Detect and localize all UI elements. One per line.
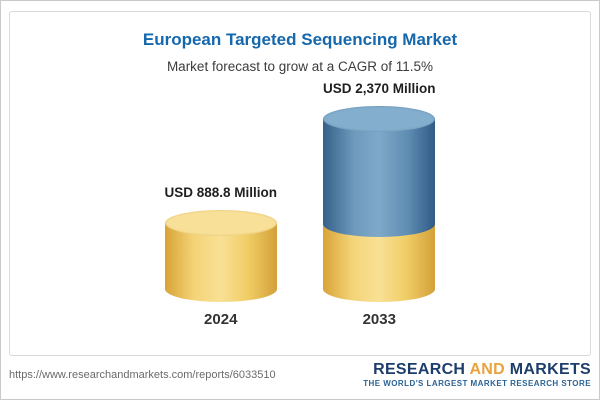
cylinder-2033-growth-segment	[323, 119, 436, 237]
cylinder-2033-top	[323, 106, 436, 132]
logo-word-markets: MARKETS	[509, 360, 591, 378]
cylinder-2024-top	[164, 210, 277, 236]
logo-word-and: AND	[469, 360, 506, 378]
chart-card: European Targeted Sequencing Market Mark…	[9, 11, 591, 356]
logo-word-research: RESEARCH	[373, 360, 466, 378]
category-label-2033: 2033	[362, 311, 396, 328]
logo-tagline: THE WORLD'S LARGEST MARKET RESEARCH STOR…	[363, 379, 591, 389]
cylinder-2024-body	[164, 223, 277, 302]
value-label-2033: USD 2,370 Million	[323, 81, 436, 96]
cylinder-2033	[323, 106, 436, 302]
logo-wordmark: RESEARCH AND MARKETS	[363, 361, 591, 379]
report-url-link[interactable]: https://www.researchandmarkets.com/repor…	[9, 369, 276, 381]
page-subtitle: Market forecast to grow at a CAGR of 11.…	[166, 59, 434, 74]
page-title: European Targeted Sequencing Market	[142, 30, 458, 49]
cylinder-2024	[164, 210, 277, 302]
bar-2024: USD 888.8 Million 2024	[164, 185, 277, 332]
footer: https://www.researchandmarkets.com/repor…	[9, 355, 591, 395]
research-and-markets-logo: RESEARCH AND MARKETS THE WORLD'S LARGEST…	[363, 361, 591, 389]
cylinder-2033-base-segment	[323, 224, 436, 302]
value-label-2024: USD 888.8 Million	[164, 185, 277, 200]
cylinder-bar-chart: USD 888.8 Million 2024 USD 2,370 Million…	[10, 80, 590, 332]
category-label-2024: 2024	[204, 311, 238, 328]
bar-2033: USD 2,370 Million 2033	[323, 81, 436, 332]
